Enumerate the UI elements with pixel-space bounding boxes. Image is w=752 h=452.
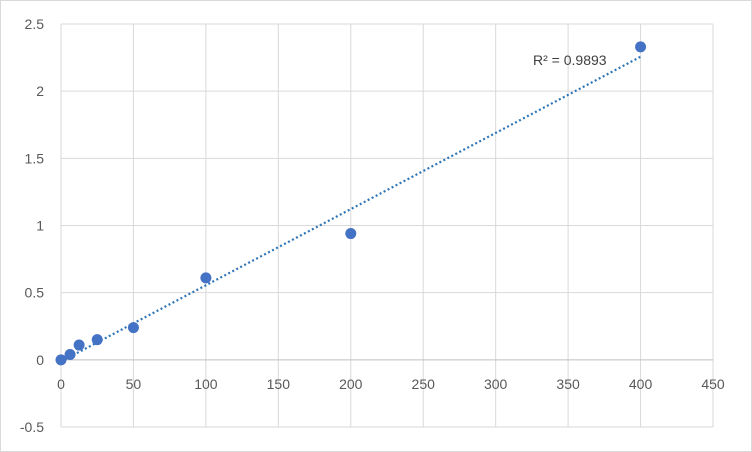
y-tick-label: 1.5	[25, 150, 45, 166]
data-point	[345, 228, 357, 240]
x-tick-label: 0	[57, 376, 65, 392]
data-point	[73, 339, 85, 351]
x-tick-label: 50	[126, 376, 142, 392]
trendline-group	[60, 55, 642, 363]
data-points	[55, 41, 647, 366]
gridlines	[60, 23, 714, 428]
x-tick-label: 350	[556, 376, 580, 392]
y-tick-label: 1	[36, 218, 44, 234]
y-tick-label: -0.5	[20, 419, 44, 435]
r-squared-label: R² = 0.9893	[533, 52, 607, 68]
x-tick-label: 400	[629, 376, 653, 392]
x-tick-label: 450	[701, 376, 725, 392]
x-tick-label: 150	[267, 376, 291, 392]
annotations: R² = 0.9893	[533, 52, 607, 68]
y-tick-label: 2.5	[25, 16, 45, 32]
data-point	[635, 41, 647, 53]
x-tick-label: 100	[194, 376, 218, 392]
x-tick-label: 200	[339, 376, 363, 392]
tick-labels: 0 50 100 150 200 250 300 350 400 450 -0.5 0 0.5 1 1.5 2…	[20, 16, 725, 435]
data-point	[127, 322, 139, 334]
x-tick-label: 250	[412, 376, 436, 392]
data-point	[55, 354, 67, 366]
x-tick-label: 300	[484, 376, 508, 392]
data-point	[200, 272, 212, 284]
trendline	[60, 55, 642, 363]
data-point	[91, 334, 103, 346]
y-tick-label: 2	[36, 83, 44, 99]
y-tick-label: 0	[36, 352, 44, 368]
data-point	[64, 348, 76, 360]
y-tick-label: 0.5	[25, 285, 45, 301]
